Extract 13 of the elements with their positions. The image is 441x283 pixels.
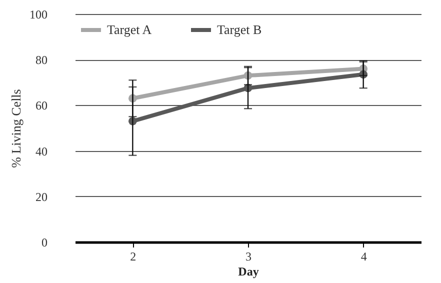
legend-label: Target B — [217, 22, 262, 37]
x-axis-title: Day — [238, 264, 259, 278]
y-tick-label: 100 — [30, 8, 48, 22]
y-tick-label: 80 — [36, 53, 48, 68]
y-tick-label: 40 — [36, 144, 48, 158]
y-tick-label: 60 — [36, 98, 48, 113]
legend-label: Target A — [107, 22, 152, 37]
y-axis-title: % Living Cells — [8, 89, 24, 168]
x-tick-label: 3 — [246, 250, 252, 264]
x-tick-label: 4 — [360, 250, 367, 264]
x-tick-label: 2 — [130, 250, 136, 264]
y-tick-label: 20 — [36, 190, 48, 204]
y-tick-label: 0 — [42, 236, 48, 250]
